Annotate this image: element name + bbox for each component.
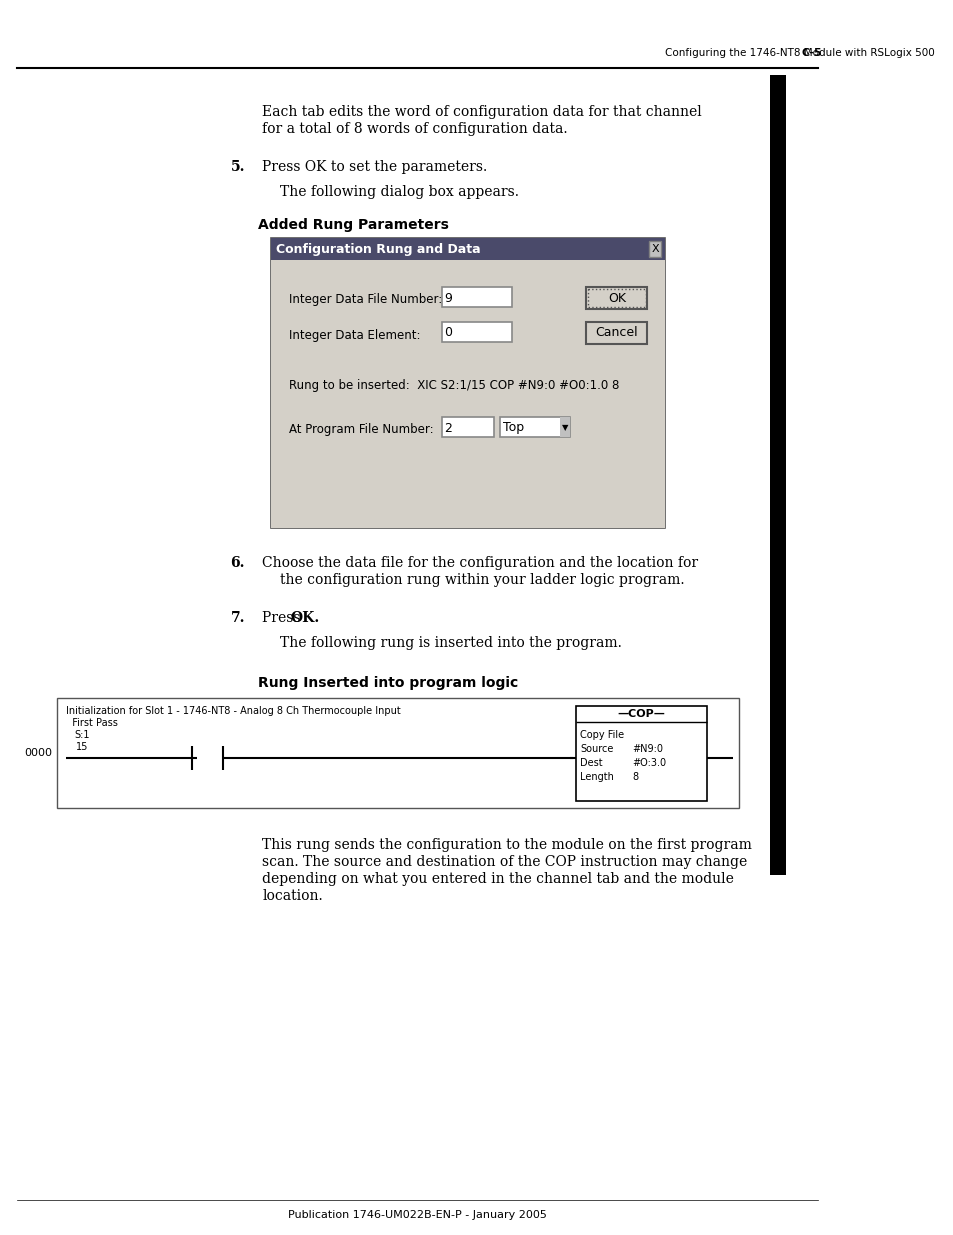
Text: 0: 0 (444, 326, 452, 340)
Text: 15: 15 (76, 742, 89, 752)
Bar (500, 417, 570, 437)
Bar (769, 655, 784, 876)
Text: 8: 8 (632, 772, 638, 782)
Text: scan. The source and destination of the COP instruction may change: scan. The source and destination of the … (262, 855, 747, 869)
Text: Choose the data file for the configuration and the location for: Choose the data file for the configurati… (262, 556, 698, 571)
Bar (441, 322, 511, 342)
Text: At Program File Number:: At Program File Number: (289, 424, 433, 436)
Text: for a total of 8 words of configuration data.: for a total of 8 words of configuration … (262, 122, 567, 136)
Text: 6.: 6. (231, 556, 245, 571)
Bar (441, 417, 494, 437)
Bar (57, 698, 739, 808)
Text: Initialization for Slot 1 - 1746-NT8 - Analog 8 Ch Thermocouple Input: Initialization for Slot 1 - 1746-NT8 - A… (66, 706, 400, 716)
Text: #O:3.0: #O:3.0 (632, 758, 666, 768)
Text: Added Rung Parameters: Added Rung Parameters (258, 219, 449, 232)
Text: #N9:0: #N9:0 (632, 743, 663, 755)
Text: Rung Inserted into program logic: Rung Inserted into program logic (258, 676, 517, 690)
Text: the configuration rung within your ladder logic program.: the configuration rung within your ladde… (279, 573, 684, 587)
Text: The following rung is inserted into the program.: The following rung is inserted into the … (279, 636, 621, 650)
Text: S:1: S:1 (74, 730, 90, 740)
Text: OK: OK (607, 291, 625, 305)
Text: Each tab edits the word of configuration data for that channel: Each tab edits the word of configuration… (262, 105, 701, 119)
Text: —COP—: —COP— (617, 709, 664, 719)
Text: Length: Length (579, 772, 613, 782)
Text: This rung sends the configuration to the module on the first program: This rung sends the configuration to the… (262, 839, 752, 852)
Text: 5.: 5. (231, 161, 245, 174)
Text: Press: Press (262, 611, 305, 625)
Text: 0000: 0000 (25, 748, 52, 758)
Bar (559, 417, 570, 437)
Text: OK.: OK. (290, 611, 319, 625)
Bar (585, 287, 647, 309)
Text: ▼: ▼ (561, 424, 568, 432)
Bar (441, 287, 511, 308)
Text: Press OK to set the parameters.: Press OK to set the parameters. (262, 161, 487, 174)
Bar (271, 261, 664, 529)
Bar (648, 241, 660, 257)
Text: Source: Source (579, 743, 613, 755)
Bar (271, 238, 664, 261)
Text: location.: location. (262, 889, 323, 903)
Text: 9: 9 (444, 291, 452, 305)
Text: Cancel: Cancel (595, 326, 638, 340)
Bar (575, 706, 706, 802)
Text: Copy File: Copy File (579, 730, 623, 740)
Bar (769, 75, 784, 655)
Text: X: X (651, 245, 659, 254)
Text: The following dialog box appears.: The following dialog box appears. (279, 185, 518, 199)
Text: depending on what you entered in the channel tab and the module: depending on what you entered in the cha… (262, 872, 734, 885)
Text: 7.: 7. (231, 611, 245, 625)
Text: First Pass: First Pass (66, 718, 117, 727)
Text: Rung to be inserted:  XIC S2:1/15 COP #N9:0 #O0:1.0 8: Rung to be inserted: XIC S2:1/15 COP #N9… (289, 378, 618, 391)
Bar (587, 289, 645, 308)
Text: Configuration Rung and Data: Configuration Rung and Data (276, 242, 480, 256)
Bar (271, 238, 664, 529)
Text: Publication 1746-UM022B-EN-P - January 2005: Publication 1746-UM022B-EN-P - January 2… (288, 1210, 546, 1220)
Bar (585, 322, 647, 345)
Text: Integer Data Element:: Integer Data Element: (289, 329, 419, 342)
Text: C-5: C-5 (801, 48, 821, 58)
Text: 2: 2 (444, 421, 452, 435)
Text: Configuring the 1746-NT8 Module with RSLogix 500: Configuring the 1746-NT8 Module with RSL… (664, 48, 934, 58)
Text: Top: Top (502, 421, 523, 435)
Text: Integer Data File Number:: Integer Data File Number: (289, 294, 441, 306)
Text: Dest: Dest (579, 758, 602, 768)
